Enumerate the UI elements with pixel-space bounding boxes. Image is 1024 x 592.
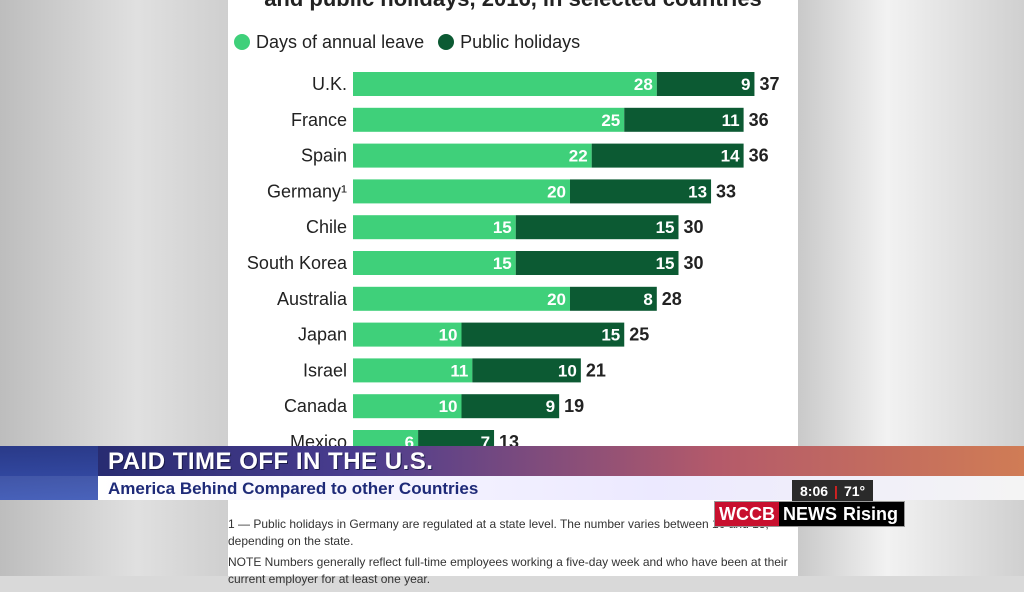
value-label-total: 30 bbox=[684, 217, 704, 237]
value-label-total: 30 bbox=[684, 253, 704, 273]
bar-annual-leave bbox=[353, 251, 516, 275]
category-label: Japan bbox=[298, 325, 347, 345]
station-call-letters: WCCB bbox=[715, 502, 779, 526]
bar-annual-leave bbox=[353, 179, 570, 204]
stacked-bar-chart: U.K. 28 9 37 France 25 11 36 Spain 22 14 36 Germany¹… bbox=[247, 72, 779, 454]
chart-footnotes: 1 — Public holidays in Germany are regul… bbox=[228, 516, 798, 592]
value-label-public-holidays: 11 bbox=[722, 111, 740, 130]
bar-annual-leave bbox=[353, 358, 473, 383]
bar-public-holidays bbox=[656, 72, 755, 96]
bar-public-holidays bbox=[570, 179, 712, 204]
legend-swatch-annual-leave bbox=[234, 34, 250, 50]
value-label-total: 36 bbox=[749, 146, 769, 166]
bar-public-holidays bbox=[624, 107, 744, 132]
category-label: Canada bbox=[284, 396, 348, 416]
bar-annual-leave bbox=[353, 286, 570, 311]
category-label: Germany¹ bbox=[267, 181, 347, 201]
value-label-public-holidays: 14 bbox=[721, 147, 740, 166]
clock-time: 8:06 bbox=[800, 483, 829, 499]
bar-public-holidays bbox=[461, 394, 560, 419]
legend-swatch-public-holidays bbox=[438, 34, 455, 50]
lower-third-headline: PAID TIME OFF IN THE U.S. bbox=[108, 448, 434, 475]
value-label-public-holidays: 15 bbox=[601, 326, 620, 345]
legend-label-public-holidays: Public holidays bbox=[460, 31, 581, 52]
station-logo: WCCB NEWS Rising bbox=[714, 501, 906, 527]
bar-public-holidays bbox=[591, 143, 744, 168]
value-label-total: 25 bbox=[629, 325, 649, 345]
chart-legend: Days of annual leave Public holidays bbox=[234, 30, 580, 54]
value-label-annual-leave: 20 bbox=[547, 290, 566, 309]
value-label-annual-leave: 10 bbox=[439, 397, 458, 416]
value-label-public-holidays: 15 bbox=[656, 254, 675, 273]
category-label: Israel bbox=[303, 360, 347, 380]
category-label: South Korea bbox=[247, 253, 348, 273]
category-label: Spain bbox=[301, 146, 347, 166]
value-label-annual-leave: 20 bbox=[547, 182, 566, 201]
category-label: France bbox=[291, 110, 347, 130]
footnote-germany: 1 — Public holidays in Germany are regul… bbox=[228, 517, 769, 548]
time-temperature-box: 8:06 | 71° bbox=[792, 480, 874, 502]
value-label-total: 37 bbox=[759, 74, 779, 94]
value-label-annual-leave: 15 bbox=[493, 254, 512, 273]
value-label-public-holidays: 15 bbox=[656, 218, 675, 237]
value-label-total: 33 bbox=[716, 181, 736, 201]
value-label-annual-leave: 25 bbox=[601, 111, 620, 130]
bar-annual-leave bbox=[353, 107, 625, 132]
station-news: NEWS bbox=[779, 502, 841, 526]
footnote-note: NOTE Numbers generally reflect full-time… bbox=[228, 555, 788, 586]
bar-public-holidays bbox=[515, 251, 679, 275]
bar-public-holidays bbox=[515, 215, 679, 240]
value-label-total: 19 bbox=[564, 396, 584, 416]
value-label-total: 21 bbox=[586, 360, 606, 380]
value-label-annual-leave: 11 bbox=[450, 361, 468, 380]
value-label-public-holidays: 9 bbox=[546, 397, 555, 416]
time-separator: | bbox=[834, 483, 838, 499]
legend-item-annual-leave: Days of annual leave bbox=[234, 32, 424, 53]
category-label: Chile bbox=[306, 217, 347, 237]
value-label-annual-leave: 15 bbox=[493, 218, 512, 237]
value-label-annual-leave: 28 bbox=[634, 75, 653, 94]
value-label-public-holidays: 9 bbox=[741, 75, 750, 94]
value-label-annual-leave: 6 bbox=[405, 433, 414, 452]
bar-annual-leave bbox=[353, 143, 592, 168]
value-label-public-holidays: 13 bbox=[688, 182, 707, 201]
bar-annual-leave bbox=[353, 215, 516, 240]
lower-third-headline-bar bbox=[0, 446, 1024, 476]
value-label-public-holidays: 8 bbox=[643, 290, 652, 309]
bar-annual-leave bbox=[353, 394, 462, 419]
temperature: 71° bbox=[843, 483, 866, 499]
value-label-total: 36 bbox=[749, 110, 769, 130]
category-label: U.K. bbox=[312, 74, 347, 94]
legend-item-public-holidays: Public holidays bbox=[438, 32, 580, 53]
station-rising: Rising bbox=[841, 502, 905, 526]
bar-annual-leave bbox=[353, 322, 462, 347]
lower-third-accent-block bbox=[0, 446, 98, 500]
value-label-public-holidays: 10 bbox=[558, 361, 577, 380]
bar-public-holidays bbox=[461, 322, 625, 347]
value-label-total: 28 bbox=[662, 289, 682, 309]
bar-public-holidays bbox=[570, 286, 657, 311]
bar-public-holidays bbox=[472, 358, 581, 383]
category-label: Australia bbox=[277, 289, 348, 309]
bar-annual-leave bbox=[353, 72, 657, 96]
value-label-annual-leave: 22 bbox=[569, 147, 588, 166]
value-label-annual-leave: 10 bbox=[439, 326, 458, 345]
legend-label-annual-leave: Days of annual leave bbox=[256, 31, 425, 52]
value-label-public-holidays: 7 bbox=[481, 433, 490, 452]
lower-third-subhead: America Behind Compared to other Countri… bbox=[108, 479, 479, 498]
chart-title: and public holidays, 2016, in selected c… bbox=[228, 0, 798, 12]
